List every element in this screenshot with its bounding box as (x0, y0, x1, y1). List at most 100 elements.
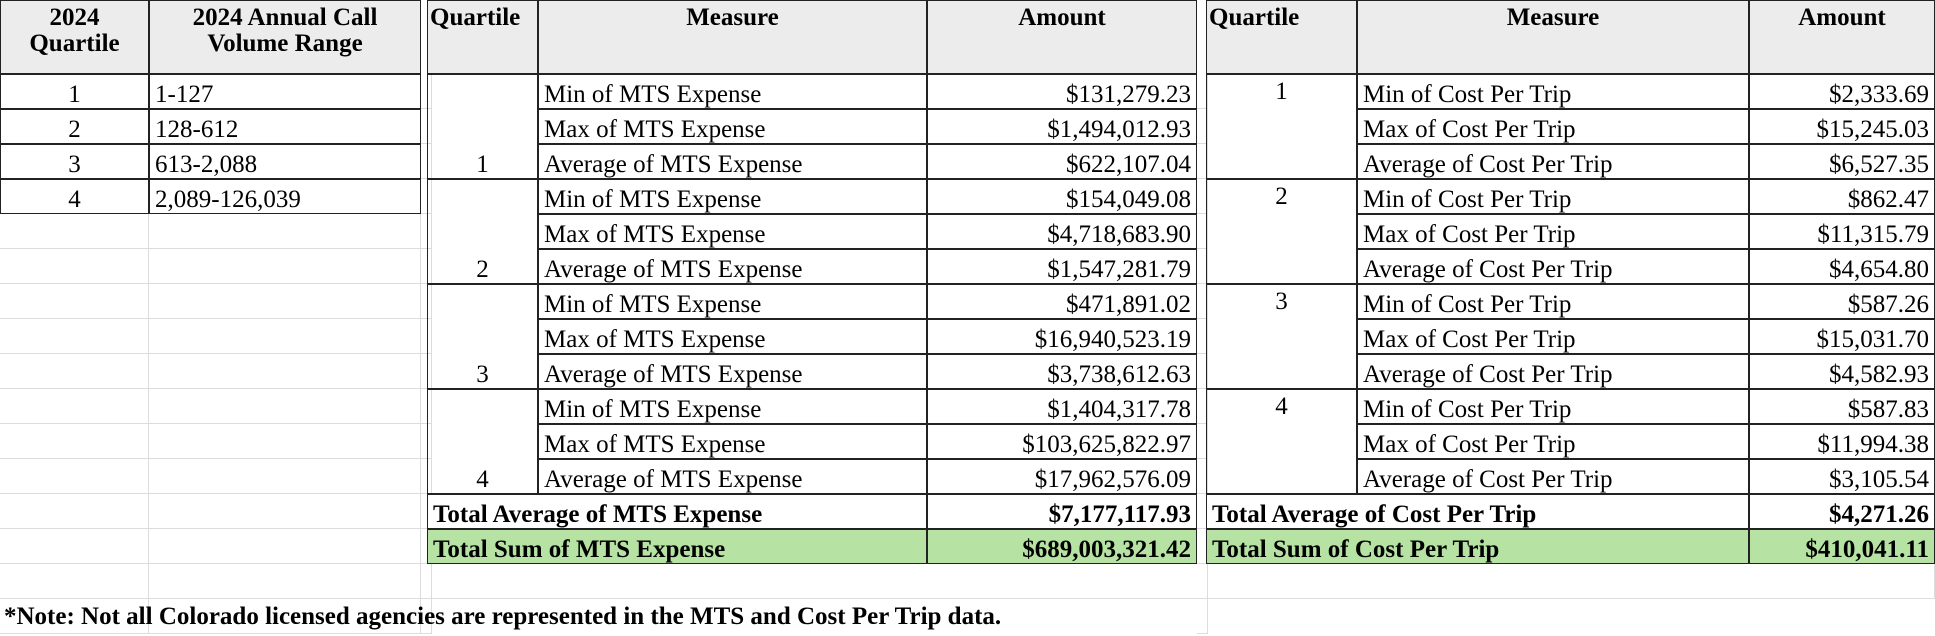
quartile-cell: 4 (427, 389, 538, 494)
header-cell: Amount (1749, 0, 1935, 74)
grid-cell (1197, 284, 1208, 319)
header-cell: 2024 Annual Call Volume Range (149, 0, 421, 74)
measure-cell: Max of MTS Expense (538, 109, 927, 144)
header-cell: Measure (538, 0, 927, 74)
grid-cell (1197, 424, 1208, 459)
measure-cell: Average of MTS Expense (538, 354, 927, 389)
grid-cell (421, 319, 432, 354)
grid-cell (149, 354, 421, 389)
grid-cell (0, 284, 149, 319)
amount-cell: $3,738,612.63 (927, 354, 1197, 389)
grid-cell (1197, 249, 1208, 284)
measure-cell: Max of Cost Per Trip (1357, 109, 1749, 144)
quartile-cell: 1 (1206, 74, 1357, 179)
grid-cell (149, 599, 421, 634)
amount-cell: $3,105.54 (1749, 459, 1935, 494)
grid-cell (1197, 214, 1208, 249)
amount-cell: $622,107.04 (927, 144, 1197, 179)
note: *Note: Not all Colorado licensed agencie… (4, 603, 1002, 631)
measure-cell: Min of MTS Expense (538, 284, 927, 319)
grid-cell (0, 494, 149, 529)
grid-cell (0, 599, 149, 634)
measure-cell: Max of Cost Per Trip (1357, 319, 1749, 354)
grid-cell (0, 389, 149, 424)
total-amount: $689,003,321.42 (927, 529, 1197, 564)
amount-cell: $15,245.03 (1749, 109, 1935, 144)
measure-cell: Max of MTS Expense (538, 319, 927, 354)
grid-cell (421, 74, 432, 109)
grid-cell (149, 459, 421, 494)
grid-cell (0, 424, 149, 459)
grid-cell (1197, 109, 1208, 144)
header-cell: Measure (1357, 0, 1749, 74)
grid-cell (421, 144, 432, 179)
header-cell: Quartile (427, 0, 538, 74)
grid-cell (149, 389, 421, 424)
amount-cell: $6,527.35 (1749, 144, 1935, 179)
table-cell: 1 (0, 74, 149, 109)
quartile-cell: 3 (1206, 284, 1357, 389)
table-cell: 2 (0, 109, 149, 144)
measure-cell: Min of Cost Per Trip (1357, 74, 1749, 109)
quartile-cell: 2 (427, 179, 538, 284)
total-label: Total Average of Cost Per Trip (1206, 494, 1749, 529)
amount-cell: $4,718,683.90 (927, 214, 1197, 249)
total-label: Total Sum of Cost Per Trip (1206, 529, 1749, 564)
table-cell: 2,089-126,039 (149, 179, 421, 214)
grid-cell (1197, 144, 1208, 179)
measure-cell: Average of Cost Per Trip (1357, 354, 1749, 389)
grid-cell (1197, 319, 1208, 354)
grid-cell (421, 284, 432, 319)
measure-cell: Min of Cost Per Trip (1357, 284, 1749, 319)
amount-cell: $16,940,523.19 (927, 319, 1197, 354)
amount-cell: $471,891.02 (927, 284, 1197, 319)
grid-cell (421, 354, 432, 389)
measure-cell: Min of Cost Per Trip (1357, 389, 1749, 424)
grid-cell (1197, 599, 1208, 634)
measure-cell: Max of MTS Expense (538, 214, 927, 249)
grid-cell (1197, 74, 1208, 109)
table-cell: 3 (0, 144, 149, 179)
amount-cell: $154,049.08 (927, 179, 1197, 214)
amount-cell: $862.47 (1749, 179, 1935, 214)
measure-cell: Average of MTS Expense (538, 249, 927, 284)
amount-cell: $15,031.70 (1749, 319, 1935, 354)
quartile-cell: 4 (1206, 389, 1357, 494)
amount-cell: $11,315.79 (1749, 214, 1935, 249)
quartile-cell: 3 (427, 284, 538, 389)
grid-cell (421, 599, 432, 634)
measure-cell: Average of Cost Per Trip (1357, 459, 1749, 494)
grid-cell (0, 319, 149, 354)
total-amount: $4,271.26 (1749, 494, 1935, 529)
grid-cell (1197, 459, 1208, 494)
header-cell: Amount (927, 0, 1197, 74)
measure-cell: Average of MTS Expense (538, 459, 927, 494)
total-amount: $7,177,117.93 (927, 494, 1197, 529)
header-cell: 2024 Quartile (0, 0, 149, 74)
amount-cell: $1,404,317.78 (927, 389, 1197, 424)
measure-cell: Max of MTS Expense (538, 424, 927, 459)
total-amount: $410,041.11 (1749, 529, 1935, 564)
total-label: Total Average of MTS Expense (427, 494, 927, 529)
amount-cell: $103,625,822.97 (927, 424, 1197, 459)
amount-cell: $587.83 (1749, 389, 1935, 424)
measure-cell: Min of MTS Expense (538, 74, 927, 109)
table-cell: 1-127 (149, 74, 421, 109)
amount-cell: $2,333.69 (1749, 74, 1935, 109)
grid-cell (149, 214, 421, 249)
measure-cell: Average of MTS Expense (538, 144, 927, 179)
amount-cell: $131,279.23 (927, 74, 1197, 109)
grid-cell (0, 564, 1935, 599)
amount-cell: $11,994.38 (1749, 424, 1935, 459)
grid-cell (0, 354, 149, 389)
measure-cell: Average of Cost Per Trip (1357, 144, 1749, 179)
grid-cell (421, 389, 432, 424)
table-cell: 613-2,088 (149, 144, 421, 179)
header-cell: Quartile (1206, 0, 1357, 74)
grid-cell (149, 319, 421, 354)
grid-cell (1197, 179, 1208, 214)
grid-cell (0, 459, 149, 494)
grid-cell (421, 424, 432, 459)
amount-cell: $1,494,012.93 (927, 109, 1197, 144)
grid-cell (421, 249, 432, 284)
